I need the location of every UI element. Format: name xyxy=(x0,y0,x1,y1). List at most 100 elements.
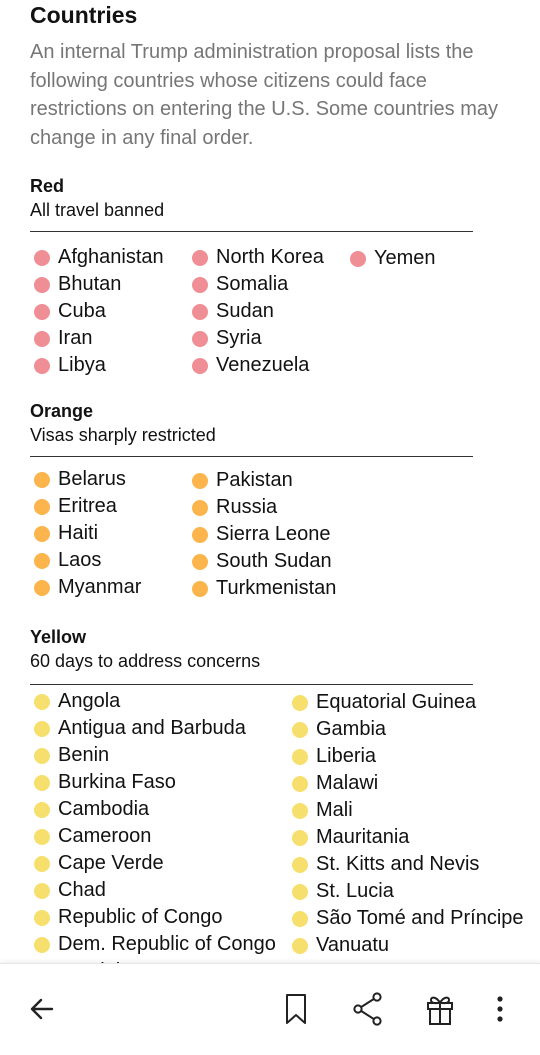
red-column-2: North Korea Somalia Sudan Syria Venezuela xyxy=(188,244,324,379)
color-dot-icon xyxy=(34,250,50,266)
country-name: Zambia xyxy=(316,961,383,963)
country-item: South Sudan xyxy=(188,548,336,575)
country-item: Eritrea xyxy=(30,493,141,520)
country-name: Antigua and Barbuda xyxy=(58,717,246,739)
country-item: Cape Verde xyxy=(30,850,276,877)
color-dot-icon xyxy=(34,775,50,791)
country-name: Afghanistan xyxy=(58,246,164,268)
section-yellow-description: 60 days to address concerns xyxy=(30,651,261,671)
country-item: Benin xyxy=(30,742,276,769)
article-title: Countries xyxy=(30,2,138,28)
country-name: Republic of Congo xyxy=(58,906,223,928)
country-item: Belarus xyxy=(30,466,141,493)
country-item: Mali xyxy=(288,797,524,824)
country-name: Pakistan xyxy=(216,469,293,491)
country-name: Turkmenistan xyxy=(216,577,337,599)
country-item: Afghanistan xyxy=(30,244,164,271)
article-content: Countries An internal Trump administrati… xyxy=(30,2,524,963)
section-red-name: Red xyxy=(30,176,65,196)
country-item: Mauritania xyxy=(288,824,524,851)
country-item: St. Kitts and Nevis xyxy=(288,851,524,878)
orange-column-1: Belarus Eritrea Haiti Laos Myanmar xyxy=(30,466,141,601)
country-item: Venezuela xyxy=(188,352,324,379)
color-dot-icon xyxy=(34,910,50,926)
country-item: Sudan xyxy=(188,298,324,325)
color-dot-icon xyxy=(192,331,208,347)
color-dot-icon xyxy=(34,304,50,320)
country-name: Gambia xyxy=(316,718,387,740)
country-item: Liberia xyxy=(288,743,524,770)
country-item: Burkina Faso xyxy=(30,769,276,796)
section-yellow-header: Yellow 60 days to address concerns xyxy=(30,625,473,673)
color-dot-icon xyxy=(192,473,208,489)
country-name: Libya xyxy=(58,354,106,376)
country-item: Laos xyxy=(30,547,141,574)
country-item: Cuba xyxy=(30,298,164,325)
country-name: Belarus xyxy=(58,468,126,490)
country-item: Cameroon xyxy=(30,823,276,850)
yellow-column-1: Angola Antigua and Barbuda Benin Burkina Fa… xyxy=(30,688,276,963)
country-item: Vanuatu xyxy=(288,932,524,959)
country-name: Mauritania xyxy=(316,826,410,848)
country-item: Yemen xyxy=(346,245,436,272)
section-red-description: All travel banned xyxy=(30,200,165,220)
country-name: Malawi xyxy=(316,772,379,794)
color-dot-icon xyxy=(292,884,308,900)
country-name: Eritrea xyxy=(58,495,117,517)
country-name: Somalia xyxy=(216,273,289,295)
country-name: Mali xyxy=(316,799,353,821)
color-dot-icon xyxy=(192,250,208,266)
section-red-divider xyxy=(30,231,473,232)
country-name: Iran xyxy=(58,327,93,349)
color-dot-icon xyxy=(34,277,50,293)
gift-icon[interactable] xyxy=(420,989,460,1029)
bookmark-icon[interactable] xyxy=(276,989,316,1029)
country-item: Myanmar xyxy=(30,574,141,601)
country-item: Republic of Congo xyxy=(30,904,276,931)
country-name: São Tomé and Príncipe xyxy=(316,907,524,929)
country-name: St. Lucia xyxy=(316,880,394,902)
color-dot-icon xyxy=(192,304,208,320)
country-item: St. Lucia xyxy=(288,878,524,905)
more-vertical-icon[interactable] xyxy=(480,989,520,1029)
red-column-1: Afghanistan Bhutan Cuba Iran Libya xyxy=(30,244,164,379)
section-red-header: Red All travel banned xyxy=(30,174,473,222)
country-item: Bhutan xyxy=(30,271,164,298)
country-item: Equatorial Guinea xyxy=(288,689,524,716)
country-item: Iran xyxy=(30,325,164,352)
country-name: Yemen xyxy=(374,247,436,269)
color-dot-icon xyxy=(34,802,50,818)
country-name: Cameroon xyxy=(58,825,152,847)
section-orange-header: Orange Visas sharply restricted xyxy=(30,399,473,447)
country-item: Russia xyxy=(188,494,336,521)
country-item: Haiti xyxy=(30,520,141,547)
country-item: Dominica xyxy=(30,958,276,963)
country-item: Malawi xyxy=(288,770,524,797)
color-dot-icon xyxy=(292,911,308,927)
country-name: Equatorial Guinea xyxy=(316,691,477,713)
country-item: North Korea xyxy=(188,244,324,271)
color-dot-icon xyxy=(292,803,308,819)
yellow-column-2: Equatorial Guinea Gambia Liberia Malawi Mali… xyxy=(288,689,524,963)
color-dot-icon xyxy=(192,581,208,597)
color-dot-icon xyxy=(34,553,50,569)
color-dot-icon xyxy=(292,776,308,792)
country-item: Antigua and Barbuda xyxy=(30,715,276,742)
color-dot-icon xyxy=(34,358,50,374)
color-dot-icon xyxy=(192,554,208,570)
country-item: Syria xyxy=(188,325,324,352)
country-name: Dem. Republic of Congo xyxy=(58,933,276,955)
section-orange-description: Visas sharply restricted xyxy=(30,425,216,445)
country-item: Libya xyxy=(30,352,164,379)
country-name: Angola xyxy=(58,690,121,712)
color-dot-icon xyxy=(34,856,50,872)
country-item: Sierra Leone xyxy=(188,521,336,548)
arrow-left-icon[interactable] xyxy=(22,989,62,1029)
share-icon[interactable] xyxy=(348,989,388,1029)
color-dot-icon xyxy=(34,748,50,764)
color-dot-icon xyxy=(292,749,308,765)
country-name: Liberia xyxy=(316,745,377,767)
orange-column-2: Pakistan Russia Sierra Leone South Sudan Tur… xyxy=(188,467,336,602)
country-item: Turkmenistan xyxy=(188,575,336,602)
color-dot-icon xyxy=(34,526,50,542)
